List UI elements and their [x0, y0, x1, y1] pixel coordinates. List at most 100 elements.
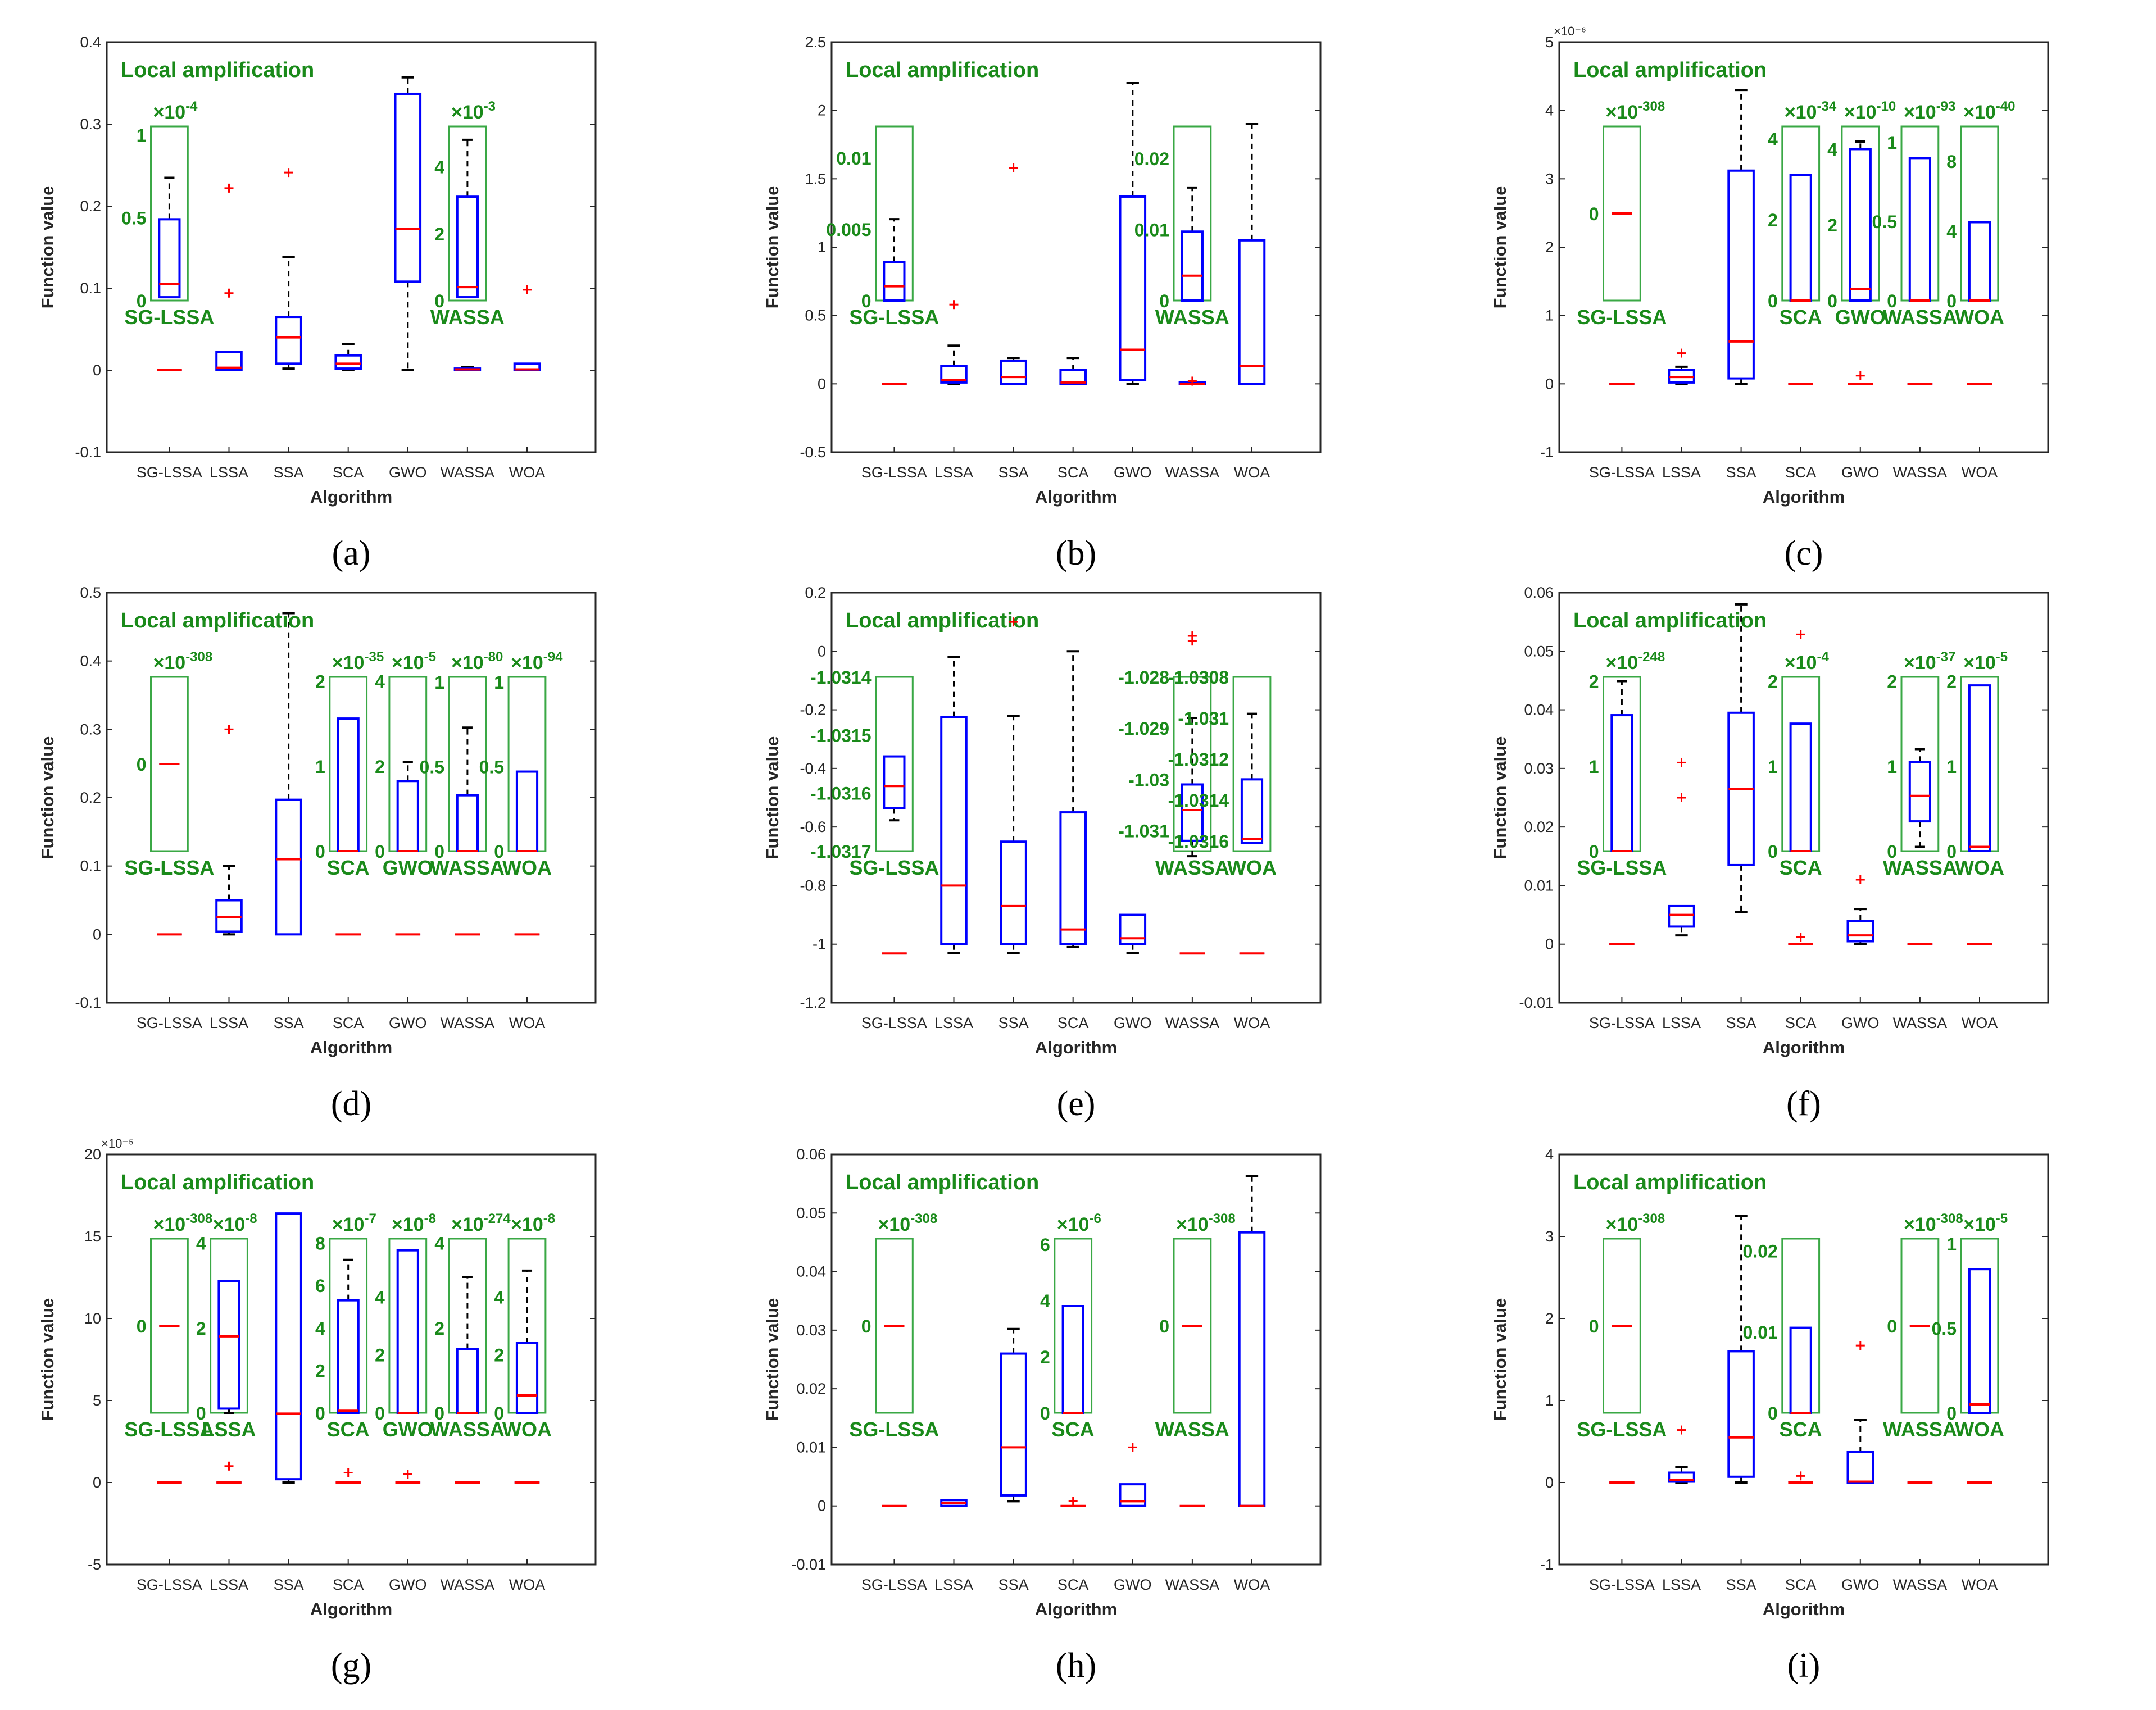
y-tick-label: 0.02 — [1524, 818, 1554, 835]
box-6 — [1238, 1175, 1266, 1507]
inset-label: SG-LSSA — [1577, 1418, 1667, 1441]
inset-exponent-power: -40 — [1996, 99, 2016, 114]
panel-h: -0.01 0 0.01 0.02 0.03 0.04 0.05 0.06 SG-LSSA LSS… — [762, 1146, 1322, 1685]
y-tick-label: 0.5 — [805, 307, 826, 324]
inset-tick-label: 0.5 — [1872, 212, 1897, 232]
x-axis-label: Algorithm — [1035, 1599, 1117, 1619]
box-iqr — [1119, 195, 1147, 381]
x-tick-label: WOA — [509, 1576, 546, 1593]
box-inset — [883, 218, 906, 302]
box-6 — [1238, 123, 1266, 385]
inset-exponent: ×10-80 — [451, 649, 503, 674]
inset-label: WOA — [1955, 1418, 2004, 1441]
inset-tick-label: 0 — [434, 842, 444, 862]
inset-tick-label: 6 — [1040, 1235, 1050, 1255]
y-tick-label: 0 — [1545, 375, 1554, 392]
local-amplification-label: Local amplification — [846, 1171, 1039, 1194]
inset-tick-label: 2 — [375, 757, 385, 777]
box-iqr — [1059, 369, 1087, 385]
y-tick-label: -0.8 — [800, 877, 826, 894]
box-iqr — [515, 1342, 539, 1414]
x-tick-label: LSSA — [1662, 1015, 1701, 1031]
inset-tick-label: 2 — [196, 1318, 206, 1339]
inset-label: WASSA — [430, 1418, 505, 1441]
box-iqr — [1668, 1471, 1695, 1483]
inset-exponent-power: -248 — [1638, 649, 1665, 665]
x-tick-label: SSA — [274, 464, 304, 481]
inset-exponent-power: -8 — [245, 1211, 257, 1226]
inset-exponent-power: -308 — [1638, 1211, 1665, 1226]
y-tick-label: 0.2 — [805, 584, 826, 601]
x-tick-label: SG-LSSA — [137, 1576, 202, 1593]
y-tick-label: -0.6 — [800, 818, 826, 835]
y-tick-label: 5 — [93, 1392, 101, 1409]
inset-sg-lssa: 0 0.005 0.01 SG-LSSA — [826, 125, 939, 329]
x-tick-label: SG-LSSA — [1589, 1015, 1655, 1031]
y-tick-label: 3 — [1545, 170, 1554, 187]
inset-exponent: ×10-308 — [1606, 99, 1665, 123]
y-tick-label: -0.5 — [800, 444, 826, 461]
panel-caption: (c) — [1785, 534, 1823, 572]
x-tick-label: SG-LSSA — [1589, 464, 1655, 481]
inset-sg-lssa: 0 ×10-308 SG-LSSA — [1577, 99, 1667, 329]
inset-tick-label: -1.0308 — [1168, 667, 1229, 688]
inset-exponent-power: -8 — [543, 1211, 555, 1226]
box-3 — [335, 1468, 361, 1484]
inset-frame — [1900, 1238, 1940, 1414]
x-tick-label: GWO — [1841, 1015, 1880, 1031]
box-iqr — [215, 899, 243, 933]
box-1 — [940, 656, 968, 954]
y-tick-label: 20 — [84, 1146, 101, 1163]
inset-exponent-base: ×10 — [392, 652, 424, 674]
inset-exponent-power: -93 — [1936, 99, 1956, 114]
inset-exponent: ×10-40 — [1963, 99, 2015, 123]
box-3 — [1788, 933, 1813, 945]
inset-exponent: ×10-7 — [332, 1211, 376, 1235]
box-4 — [1119, 82, 1147, 385]
inset-tick-label: -1.0312 — [1168, 749, 1229, 770]
inset-label: SG-LSSA — [124, 1418, 214, 1441]
inset-tick-label: 0.01 — [836, 148, 871, 169]
inset-label: WOA — [1227, 856, 1277, 879]
y-tick-label: 0.03 — [1524, 760, 1554, 777]
inset-exponent-base: ×10 — [511, 1214, 543, 1235]
panel-caption: (g) — [331, 1647, 371, 1685]
y-tick-label: 0.02 — [796, 1380, 826, 1397]
inset-tick-label: 0 — [1159, 1316, 1169, 1336]
x-tick-label: SG-LSSA — [1589, 1576, 1655, 1593]
y-tick-label: -5 — [88, 1556, 101, 1573]
outlier-marker — [403, 1470, 412, 1479]
inset-tick-label: 0 — [1887, 291, 1897, 311]
inset-exponent: ×10-5 — [1963, 649, 2008, 674]
box-1 — [940, 300, 968, 385]
inset-tick-label: 4 — [375, 1287, 385, 1307]
x-tick-label: WOA — [509, 464, 546, 481]
x-tick-label: LSSA — [210, 1015, 248, 1031]
y-tick-label: 0 — [818, 643, 826, 660]
x-tick-label: LSSA — [1662, 1576, 1701, 1593]
box-inset — [883, 755, 906, 822]
inset-exponent-power: -7 — [364, 1211, 376, 1226]
y-axis-label: Function value — [1490, 736, 1510, 859]
inset-tick-label: 0 — [1589, 204, 1599, 224]
inset-frame — [1900, 676, 1940, 852]
box-iqr — [1727, 169, 1755, 380]
x-tick-label: SG-LSSA — [137, 1015, 202, 1031]
inset-exponent-power: -80 — [484, 649, 503, 665]
box-iqr — [456, 195, 479, 299]
inset-exponent: ×10-308 — [1176, 1211, 1236, 1235]
inset-label: LSSA — [202, 1418, 256, 1441]
inset-sca: 0 2 4 6 8 ×10-7 SCA — [315, 1211, 376, 1441]
inset-wassa: -1.031 -1.03 -1.029 -1.028 WASSA — [1118, 631, 1229, 879]
box-inset — [1968, 1268, 1991, 1415]
box-iqr — [1968, 1268, 1991, 1415]
inset-exponent-power: -37 — [1936, 649, 1956, 665]
outlier-marker — [1677, 1425, 1686, 1435]
box-1 — [1668, 1425, 1695, 1484]
x-tick-label: SSA — [1726, 1015, 1756, 1031]
inset-tick-label: 0 — [1159, 291, 1169, 311]
y-axis-label: Function value — [38, 1298, 57, 1421]
